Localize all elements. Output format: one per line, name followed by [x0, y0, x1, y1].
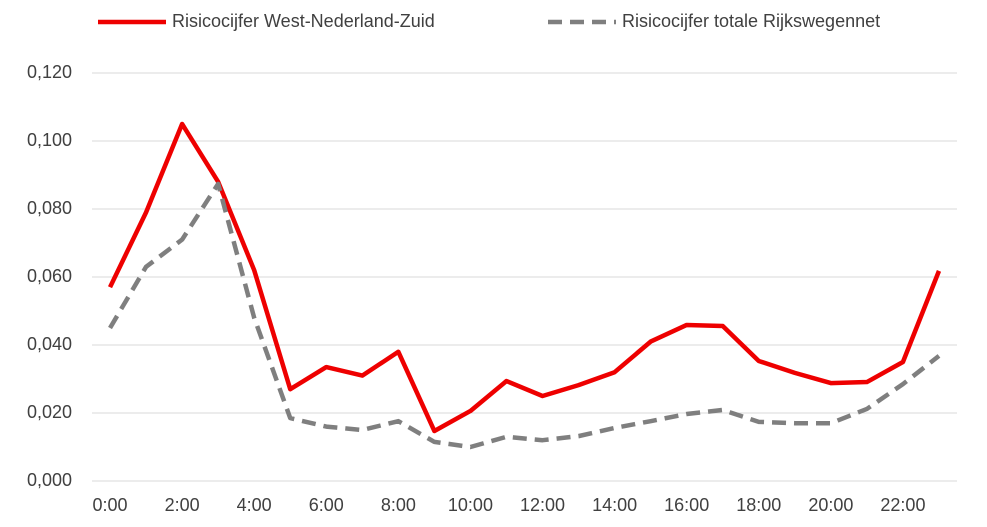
legend-label: Risicocijfer West-Nederland-Zuid — [172, 11, 435, 31]
x-tick-label: 2:00 — [165, 495, 200, 515]
y-tick-label: 0,040 — [27, 334, 72, 354]
y-tick-label: 0,060 — [27, 266, 72, 286]
x-tick-label: 10:00 — [448, 495, 493, 515]
x-tick-label: 14:00 — [592, 495, 637, 515]
y-tick-label: 0,020 — [27, 402, 72, 422]
x-tick-label: 18:00 — [736, 495, 781, 515]
series-line — [107, 121, 942, 434]
y-tick-label: 0,080 — [27, 198, 72, 218]
x-tick-label: 12:00 — [520, 495, 565, 515]
x-tick-label: 6:00 — [309, 495, 344, 515]
y-tick-label: 0,100 — [27, 130, 72, 150]
x-tick-label: 4:00 — [237, 495, 272, 515]
x-tick-label: 16:00 — [664, 495, 709, 515]
series-line — [108, 181, 941, 450]
y-tick-label: 0,120 — [27, 62, 72, 82]
legend-label: Risicocijfer totale Rijkswegennet — [622, 11, 880, 31]
x-tick-label: 22:00 — [880, 495, 925, 515]
x-tick-label: 0:00 — [92, 495, 127, 515]
x-tick-label: 20:00 — [808, 495, 853, 515]
x-tick-label: 8:00 — [381, 495, 416, 515]
y-tick-label: 0,000 — [27, 470, 72, 490]
